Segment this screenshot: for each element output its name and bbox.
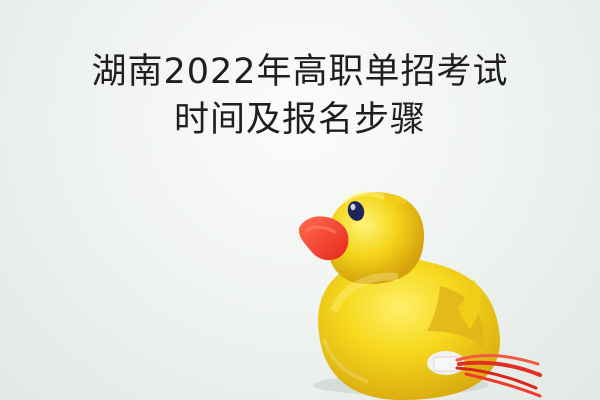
headline-line-1: 湖南2022年高职单招考试: [91, 52, 509, 92]
rubber-duck-icon: [298, 191, 542, 400]
headline-line-2: 时间及报名步骤: [173, 100, 426, 140]
headline: 湖南2022年高职单招考试 时间及报名步骤: [0, 48, 600, 144]
